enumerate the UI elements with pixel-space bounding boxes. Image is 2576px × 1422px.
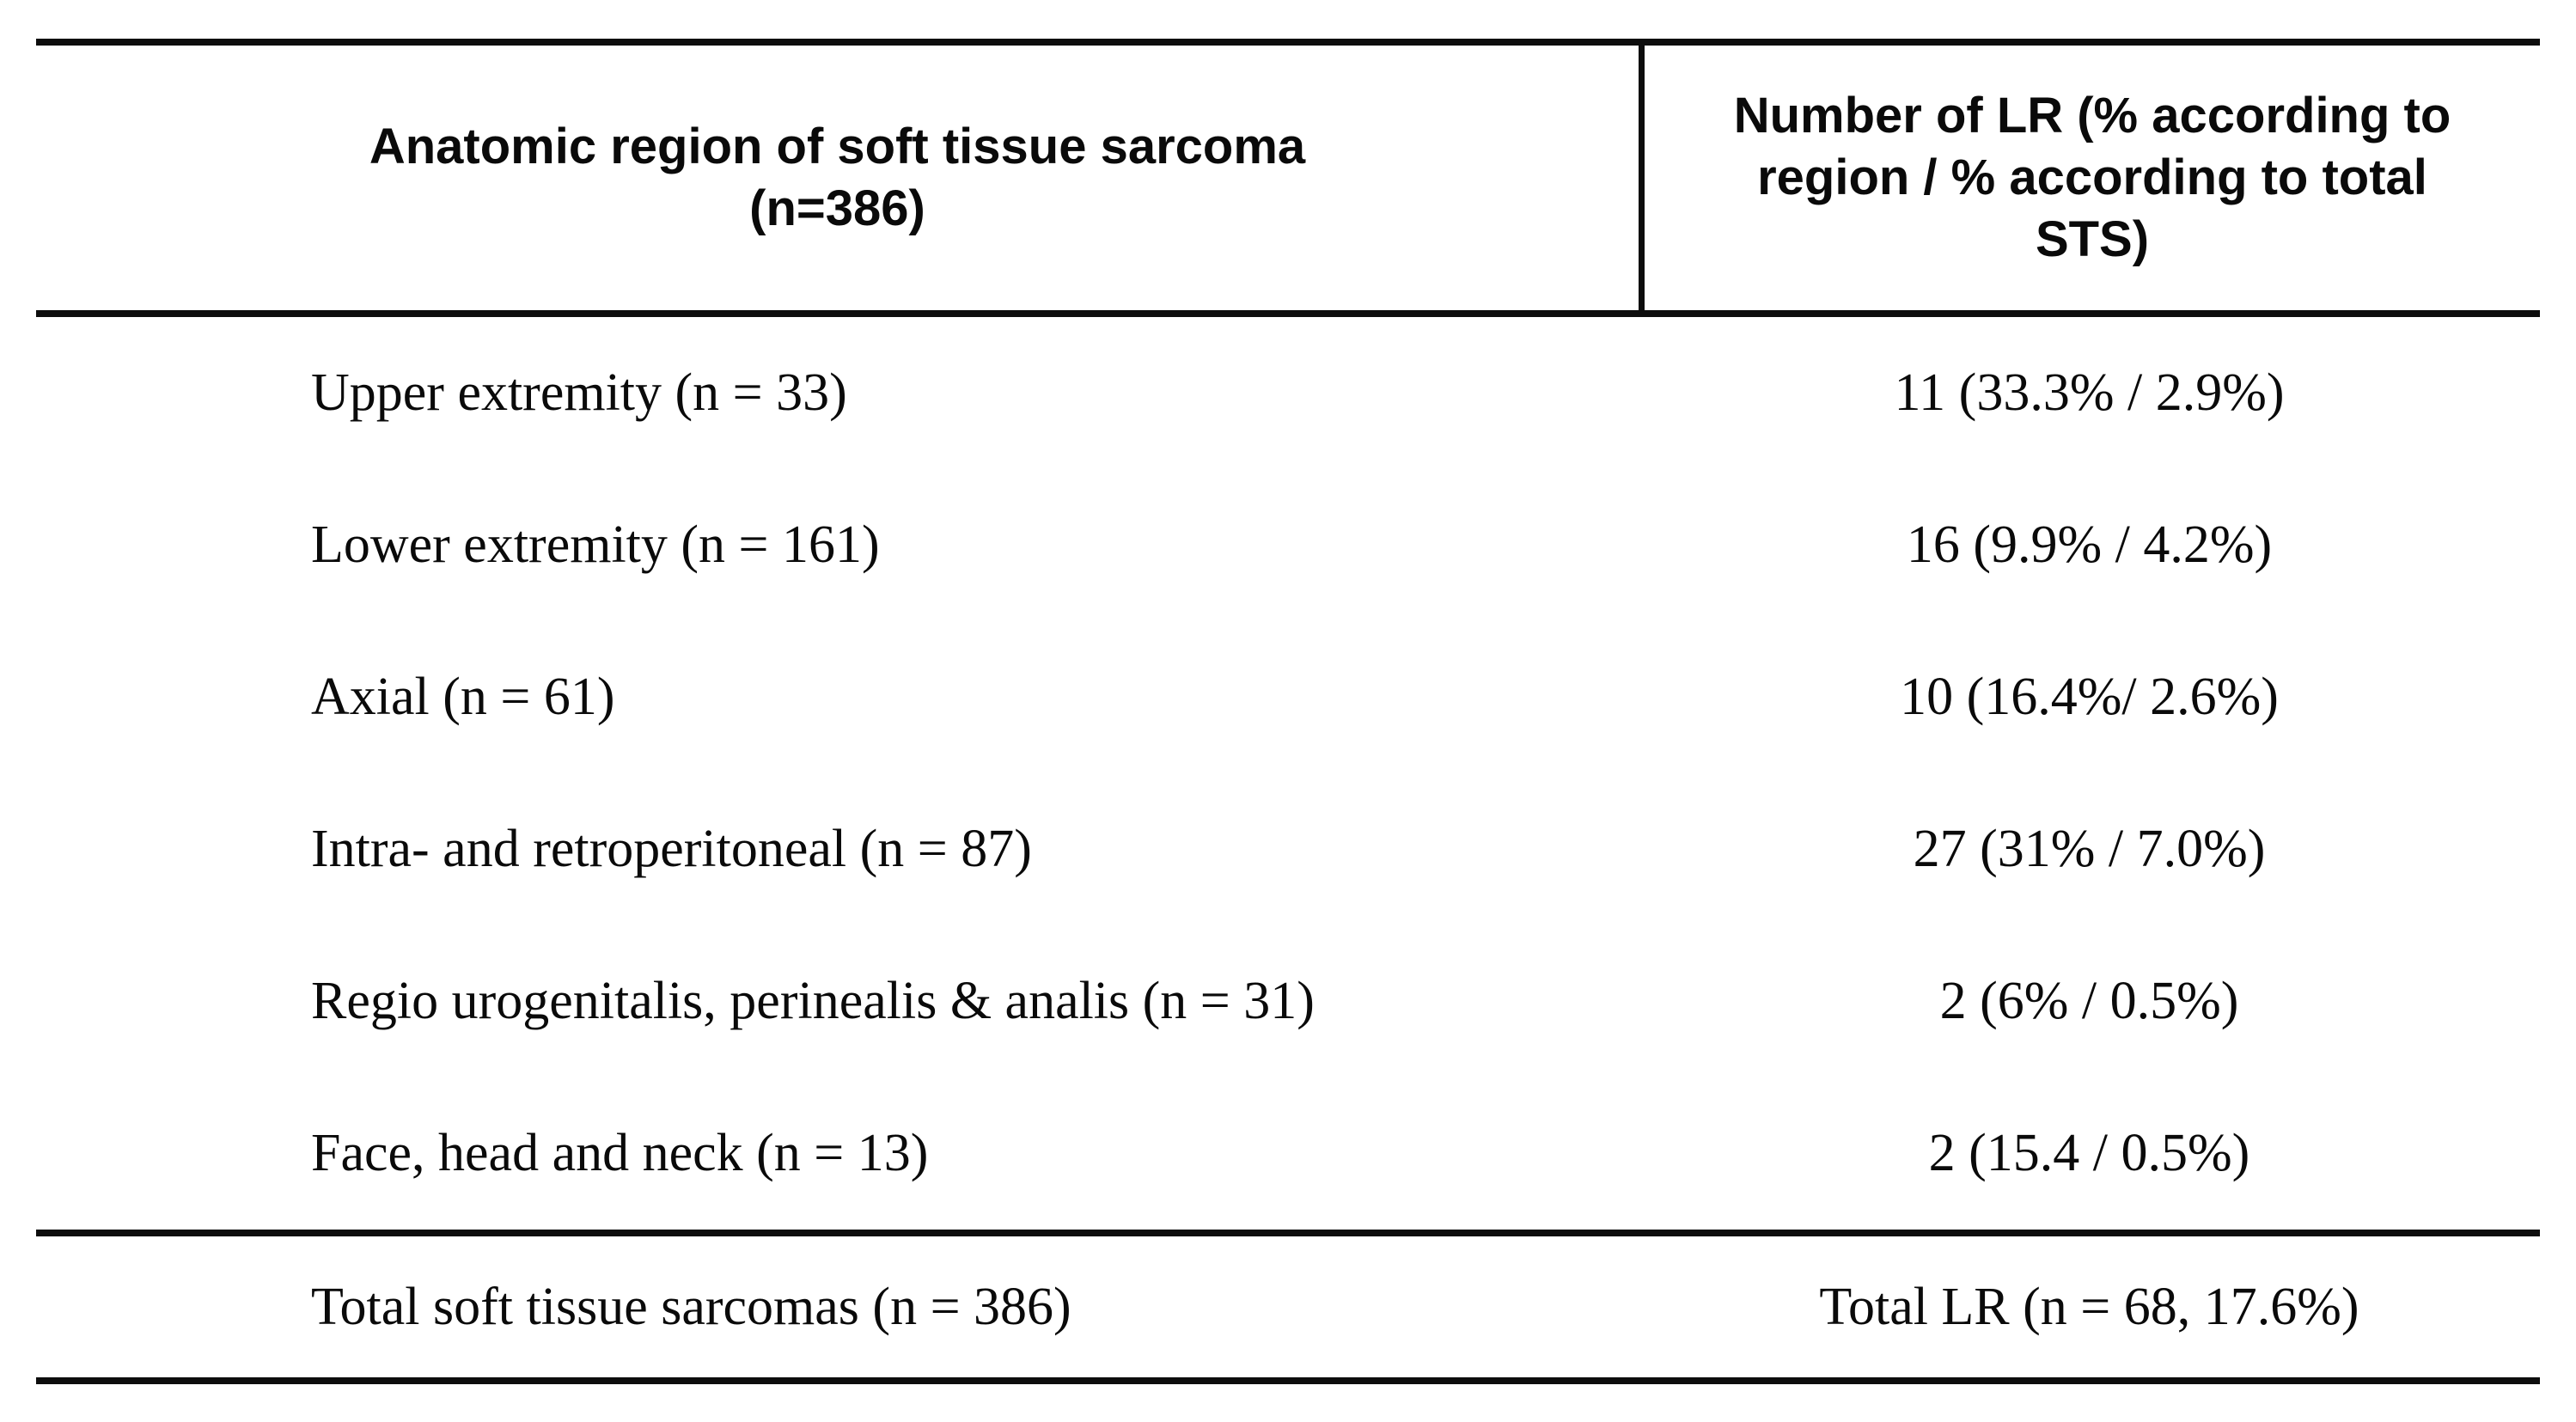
table-header-row: Anatomic region of soft tissue sarcoma (… (36, 46, 2540, 317)
lr-value-cell: 11 (33.3% / 2.9%) (1894, 363, 2285, 422)
header-anatomic-region-line1: Anatomic region of soft tissue sarcoma (369, 119, 1306, 174)
sts-local-recurrence-table: Anatomic region of soft tissue sarcoma (… (36, 39, 2540, 1384)
table-total-row: Total soft tissue sarcomas (n = 386) Tot… (36, 1230, 2540, 1377)
header-number-of-lr-line2: region / % according to total (1757, 150, 2427, 205)
total-lr-cell: Total LR (n = 68, 17.6%) (1819, 1277, 2359, 1336)
lr-value-cell: 2 (6% / 0.5%) (1939, 972, 2239, 1030)
header-number-of-lr-line3: STS) (2035, 211, 2150, 267)
lr-value-cell: 16 (9.9% / 4.2%) (1906, 516, 2273, 574)
table-row: Axial (n = 61) 10 (16.4%/ 2.6%) (36, 621, 2540, 773)
region-cell: Regio urogenitalis, perinealis & analis … (311, 972, 1315, 1030)
total-region-cell: Total soft tissue sarcomas (n = 386) (311, 1277, 1071, 1336)
region-cell: Intra- and retroperitoneal (n = 87) (311, 820, 1032, 878)
lr-value-cell: 27 (31% / 7.0%) (1913, 820, 2266, 878)
table-row: Regio urogenitalis, perinealis & analis … (36, 925, 2540, 1077)
header-anatomic-region-line2: (n=386) (749, 180, 925, 236)
header-number-of-lr-line1: Number of LR (% according to (1733, 88, 2451, 143)
header-number-of-lr: Number of LR (% according to region / % … (1639, 46, 2540, 310)
table-row: Intra- and retroperitoneal (n = 87) 27 (… (36, 773, 2540, 925)
lr-value-cell: 2 (15.4 / 0.5%) (1928, 1124, 2250, 1182)
region-cell: Upper extremity (n = 33) (311, 363, 847, 422)
region-cell: Lower extremity (n = 161) (311, 516, 880, 574)
lr-value-cell: 10 (16.4%/ 2.6%) (1900, 668, 2279, 726)
table-row: Lower extremity (n = 161) 16 (9.9% / 4.2… (36, 469, 2540, 621)
table-row: Face, head and neck (n = 13) 2 (15.4 / 0… (36, 1077, 2540, 1230)
table-row: Upper extremity (n = 33) 11 (33.3% / 2.9… (36, 317, 2540, 469)
region-cell: Axial (n = 61) (311, 668, 615, 726)
header-anatomic-region: Anatomic region of soft tissue sarcoma (… (36, 46, 1639, 310)
region-cell: Face, head and neck (n = 13) (311, 1124, 929, 1182)
